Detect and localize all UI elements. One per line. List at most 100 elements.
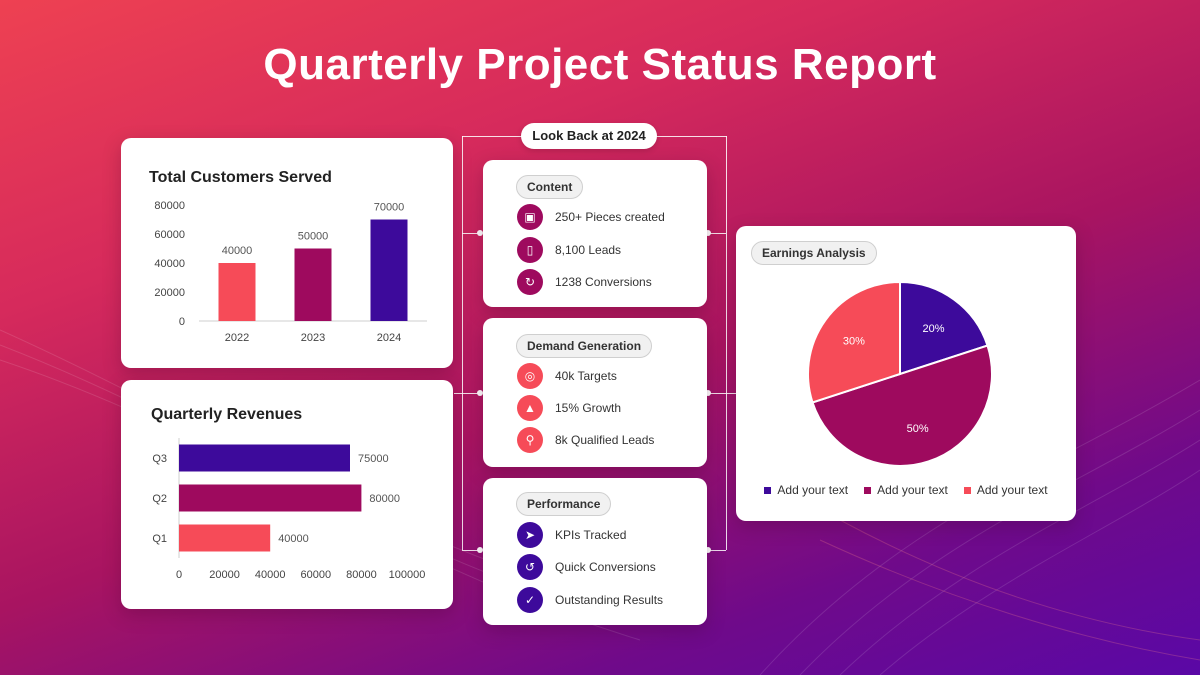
speed-icon: ↺ (517, 554, 543, 580)
pie-slice (899, 280, 989, 376)
x-tick-label: 20000 (209, 569, 240, 581)
y-tick-label: 0 (179, 316, 185, 328)
target-icon: ◎ (517, 363, 543, 389)
list-item: ▯ 8,100 Leads (517, 237, 621, 263)
performance-card: Performance ➤ KPIs Tracked ↺ Quick Conve… (483, 478, 707, 625)
bar-value-label: 70000 (374, 202, 405, 214)
bar-value-label: 40000 (278, 533, 309, 545)
list-item: ✓ Outstanding Results (517, 587, 663, 613)
revenues-bar-chart: 0 20000 40000 60000 80000 100000 40000 Q1 80000 Q… (152, 438, 426, 581)
connector-mid-left-3 (462, 550, 482, 551)
growth-icon: ▲ (517, 395, 543, 421)
pie-slice (811, 344, 993, 467)
connector-dot (705, 230, 711, 236)
earnings-card: Earnings Analysis 20% 50% 30% Add your tex… (736, 226, 1076, 521)
bar (294, 248, 332, 321)
y-tick-label: 60000 (154, 229, 185, 241)
demand-pill: Demand Generation (516, 334, 653, 358)
x-tick-label: 60000 (301, 569, 332, 581)
connector-mid-right-2 (708, 393, 736, 394)
revenues-chart-title: Quarterly Revenues (151, 406, 303, 423)
bar (179, 444, 350, 472)
content-card: Content ▣ 250+ Pieces created ▯ 8,100 Le… (483, 160, 707, 307)
revenues-card: Quarterly Revenues 0 20000 40000 60000 80000… (121, 380, 453, 609)
performance-pill: Performance (516, 492, 612, 516)
x-tick-label: 0 (176, 569, 182, 581)
connector-left (462, 136, 463, 550)
pie-legend: Add your text Add your text Add your tex… (736, 483, 1076, 497)
connector-right (726, 136, 727, 550)
page-title: Quarterly Project Status Report (263, 40, 937, 89)
image-icon: ▣ (517, 204, 543, 230)
item-label: KPIs Tracked (555, 528, 627, 542)
list-item: ▲ 15% Growth (517, 395, 621, 421)
legend-swatch (864, 486, 872, 494)
legend-item: Add your text (764, 483, 848, 497)
list-item: ▣ 250+ Pieces created (517, 204, 665, 230)
demand-card: Demand Generation ◎ 40k Targets ▲ 15% Gr… (483, 318, 707, 467)
look-back-pill: Look Back at 2024 (521, 123, 657, 149)
phone-icon: ▯ (517, 237, 543, 263)
legend-label: Add your text (877, 483, 948, 497)
y-tick-label: 40000 (154, 258, 185, 270)
connector-mid-right-1 (708, 233, 726, 234)
check-badge-icon: ✓ (517, 587, 543, 613)
search-icon: ⚲ (517, 427, 543, 453)
legend-item: Add your text (963, 483, 1048, 497)
x-tick-label: 100000 (389, 569, 426, 581)
x-tick-label: 2023 (301, 332, 325, 344)
customers-card: Total Customers Served 0 20000 40000 60000 8… (121, 138, 453, 368)
runner-icon: ➤ (517, 522, 543, 548)
y-tick-label: Q2 (152, 493, 167, 505)
pie-value-label: 20% (923, 323, 945, 335)
y-tick-label: Q3 (152, 453, 167, 465)
earnings-pill: Earnings Analysis (751, 241, 877, 265)
legend-swatch (963, 486, 971, 494)
pie-slice (807, 280, 901, 404)
bar (218, 263, 256, 321)
item-label: 8,100 Leads (555, 243, 622, 257)
y-tick-label: 20000 (154, 287, 185, 299)
conversion-icon: ↻ (517, 269, 543, 295)
x-tick-label: 40000 (255, 569, 286, 581)
y-tick-label: Q1 (152, 533, 167, 545)
customers-chart-title: Total Customers Served (149, 169, 332, 186)
item-label: 8k Qualified Leads (555, 433, 655, 447)
connector-dot (705, 390, 711, 396)
list-item: ➤ KPIs Tracked (517, 522, 626, 548)
x-tick-label: 2024 (377, 332, 401, 344)
connector-mid-right-3 (708, 550, 726, 551)
connector-dot (477, 230, 483, 236)
x-tick-label: 80000 (346, 569, 377, 581)
connector-dot (477, 390, 483, 396)
legend-item: Add your text (864, 483, 948, 497)
bar-value-label: 40000 (222, 245, 253, 257)
content-pill: Content (516, 175, 584, 199)
item-label: Outstanding Results (555, 593, 664, 607)
bar (179, 524, 271, 552)
item-label: 250+ Pieces created (555, 210, 665, 224)
y-tick-label: 80000 (154, 200, 185, 212)
bar-value-label: 50000 (298, 231, 329, 243)
bar-value-label: 75000 (358, 453, 389, 465)
connector-mid-left-1 (462, 233, 482, 234)
bar (179, 484, 362, 512)
legend-label: Add your text (976, 483, 1048, 497)
connector-dot (477, 547, 483, 553)
item-label: 1238 Conversions (555, 275, 652, 289)
customers-bar-chart: 0 20000 40000 60000 80000 40000 2022 50000 2023 7… (154, 200, 427, 344)
list-item: ◎ 40k Targets (517, 363, 617, 389)
bar (370, 219, 408, 321)
legend-swatch (764, 486, 772, 494)
connector-dot (705, 547, 711, 553)
list-item: ↺ Quick Conversions (517, 554, 656, 580)
item-label: 40k Targets (555, 369, 617, 383)
list-item: ↻ 1238 Conversions (517, 269, 652, 295)
item-label: 15% Growth (555, 401, 622, 415)
connector-mid-left-2 (454, 393, 482, 394)
item-label: Quick Conversions (555, 560, 656, 574)
legend-label: Add your text (777, 483, 849, 497)
pie-value-label: 50% (907, 423, 929, 435)
x-tick-label: 2022 (225, 332, 249, 344)
pie-value-label: 30% (843, 335, 865, 347)
